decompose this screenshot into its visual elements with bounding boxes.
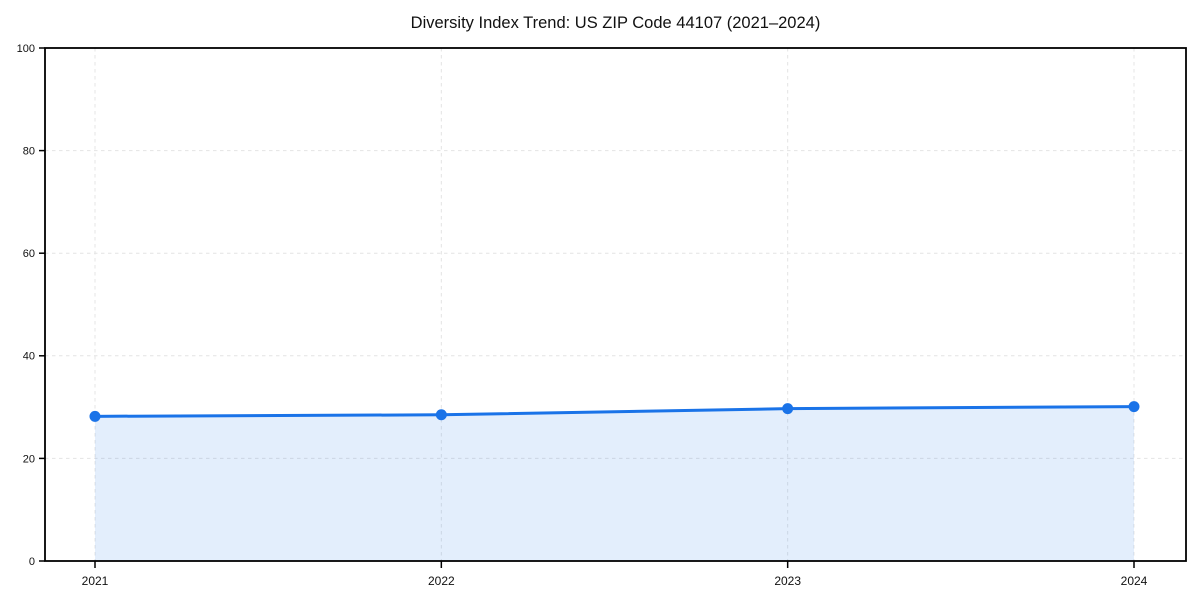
data-point [89,410,101,422]
y-tick-label: 20 [23,453,35,465]
x-tick-label: 2022 [428,574,455,588]
y-tick-label: 80 [23,145,35,157]
y-tick-label: 40 [23,351,35,363]
trend-line [93,405,1136,418]
axis-labels-layer: 0 20 40 60 80 100 2021 2022 2023 2024 [17,43,1148,588]
data-point [435,409,447,421]
chart-title: Diversity Index Trend: US ZIP Code 44107… [411,14,821,32]
data-point [1128,401,1140,413]
plot-border [44,47,1187,562]
area-fill [95,406,1134,561]
x-tick-label: 2021 [82,574,109,588]
y-tick-label: 100 [17,43,35,55]
data-points-layer [89,401,1140,422]
x-tick-label: 2023 [774,574,801,588]
data-point [782,403,794,415]
plot-border-layer [44,47,1187,562]
x-tick-label: 2024 [1121,574,1148,588]
trend-line-layer [93,405,1136,418]
axis-ticks-layer [39,47,1135,568]
y-tick-label: 0 [29,556,35,568]
area-fill-layer [95,406,1134,561]
y-tick-label: 60 [23,248,35,260]
